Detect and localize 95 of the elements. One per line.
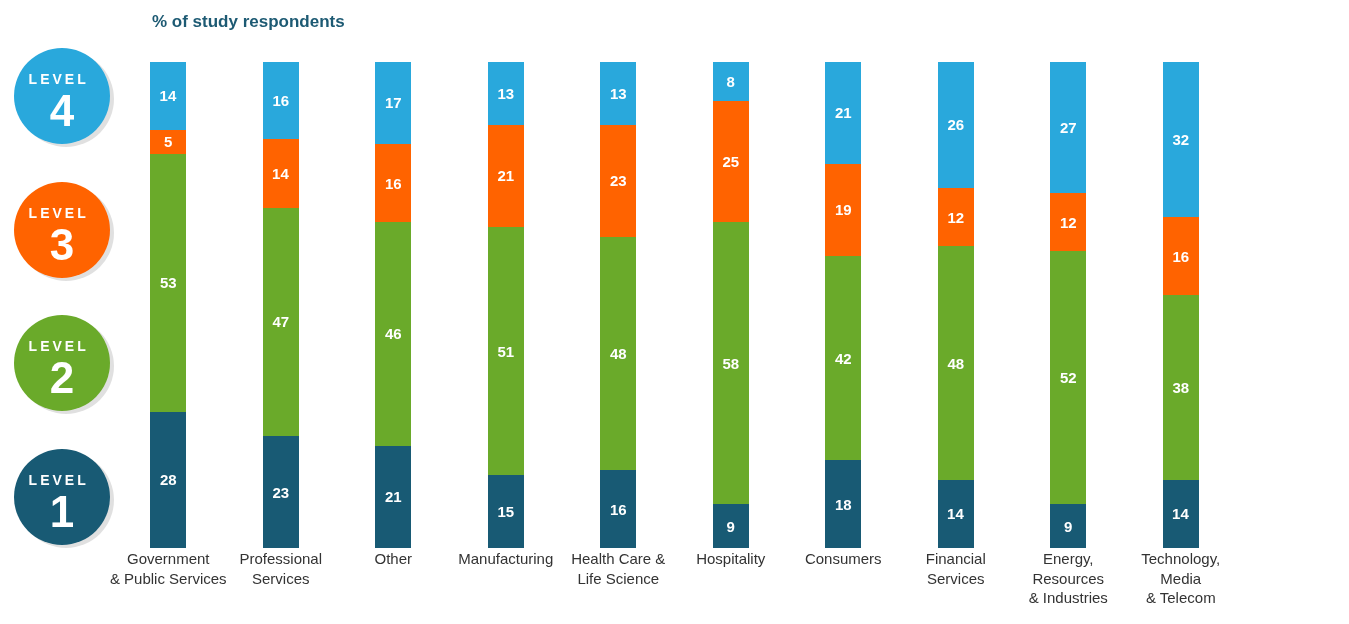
data-label: 13 [609, 84, 627, 102]
bar [712, 222, 749, 505]
bar [487, 61, 524, 125]
bar [600, 61, 637, 125]
bar [375, 445, 412, 548]
data-label: 27 [1059, 118, 1077, 136]
data-label: 12 [1059, 213, 1077, 231]
data-label: 16 [1172, 247, 1190, 265]
data-label: 51 [497, 342, 515, 360]
data-label: 16 [609, 500, 627, 518]
x-tick-label: Professional Services [239, 550, 323, 587]
bar [487, 226, 524, 476]
data-label: 23 [609, 172, 627, 190]
bar [1162, 295, 1199, 480]
bar [1162, 479, 1199, 548]
bar [375, 61, 412, 145]
bar [262, 436, 299, 548]
bar [150, 411, 187, 548]
bar [150, 129, 187, 155]
bar [825, 163, 862, 257]
bar [375, 144, 412, 223]
chart-title: % of study respondents [152, 12, 345, 32]
bar [937, 246, 974, 480]
data-label: 21 [384, 488, 402, 506]
data-label: 19 [834, 201, 852, 219]
bar [600, 470, 637, 548]
data-label: 52 [1059, 369, 1077, 387]
x-tick-label: Health Care & Life Science [571, 550, 666, 587]
series-label: LEVEL 1 [28, 471, 96, 536]
bar [937, 188, 974, 247]
bar [937, 61, 974, 189]
x-tick-label: Consumers [804, 550, 882, 567]
x-tick-label: Energy, Resources & Industries [1028, 550, 1108, 606]
data-label: 58 [722, 354, 740, 372]
bar [150, 61, 187, 130]
data-label: 53 [159, 274, 177, 292]
bar [600, 236, 637, 471]
data-label: 14 [272, 164, 290, 182]
data-label: 8 [726, 72, 735, 90]
bar [1162, 217, 1199, 296]
bar [600, 124, 637, 237]
x-tick-label: Financial Services [925, 550, 986, 587]
x-tick-label: Other [374, 550, 413, 567]
data-label: 14 [1172, 505, 1190, 523]
bar [262, 207, 299, 437]
bar [375, 222, 412, 446]
data-label: 14 [159, 87, 177, 105]
data-label: 23 [272, 483, 290, 501]
data-label: 18 [834, 495, 852, 513]
data-label: 21 [497, 167, 515, 185]
bar [150, 154, 187, 412]
data-label: 32 [1172, 130, 1190, 148]
data-label: 17 [384, 94, 402, 112]
bar [262, 61, 299, 140]
data-label: 25 [722, 152, 740, 170]
data-label: 12 [947, 208, 965, 226]
bar [1050, 504, 1087, 548]
bar [825, 256, 862, 461]
data-label: 15 [497, 503, 515, 521]
data-label: 14 [947, 505, 965, 523]
bar [487, 124, 524, 227]
x-tick-label: Manufacturing [458, 550, 554, 567]
x-tick-label: Hospitality [696, 550, 766, 567]
bar [825, 61, 862, 164]
data-label: 5 [164, 133, 173, 151]
bar [1050, 251, 1087, 505]
x-tick-label: Government & Public Services [109, 550, 227, 587]
bar [712, 61, 749, 101]
bar [1050, 192, 1087, 252]
bar [1162, 61, 1199, 218]
data-label: 9 [1064, 517, 1073, 535]
series-label: LEVEL 4 [28, 71, 96, 135]
data-label: 42 [834, 349, 852, 367]
series-label: LEVEL 2 [28, 338, 96, 403]
bar [937, 479, 974, 548]
data-label: 48 [609, 344, 627, 362]
bar [262, 139, 299, 208]
data-label: 13 [497, 84, 515, 102]
data-label: 46 [384, 325, 402, 343]
bar [487, 475, 524, 548]
data-label: 47 [272, 313, 290, 331]
data-label: 16 [272, 92, 290, 110]
bar [712, 504, 749, 548]
bar [1050, 61, 1087, 193]
data-label: 28 [159, 471, 177, 489]
bar [825, 460, 862, 548]
x-tick-label: Technology, Media & Telecom [1141, 550, 1221, 606]
data-label: 38 [1172, 378, 1190, 396]
data-label: 21 [834, 104, 852, 122]
data-label: 9 [726, 517, 735, 535]
bar [712, 100, 749, 223]
series-label: LEVEL 3 [28, 204, 96, 269]
data-label: 16 [384, 174, 402, 192]
data-label: 26 [947, 116, 965, 134]
data-label: 48 [947, 354, 965, 372]
